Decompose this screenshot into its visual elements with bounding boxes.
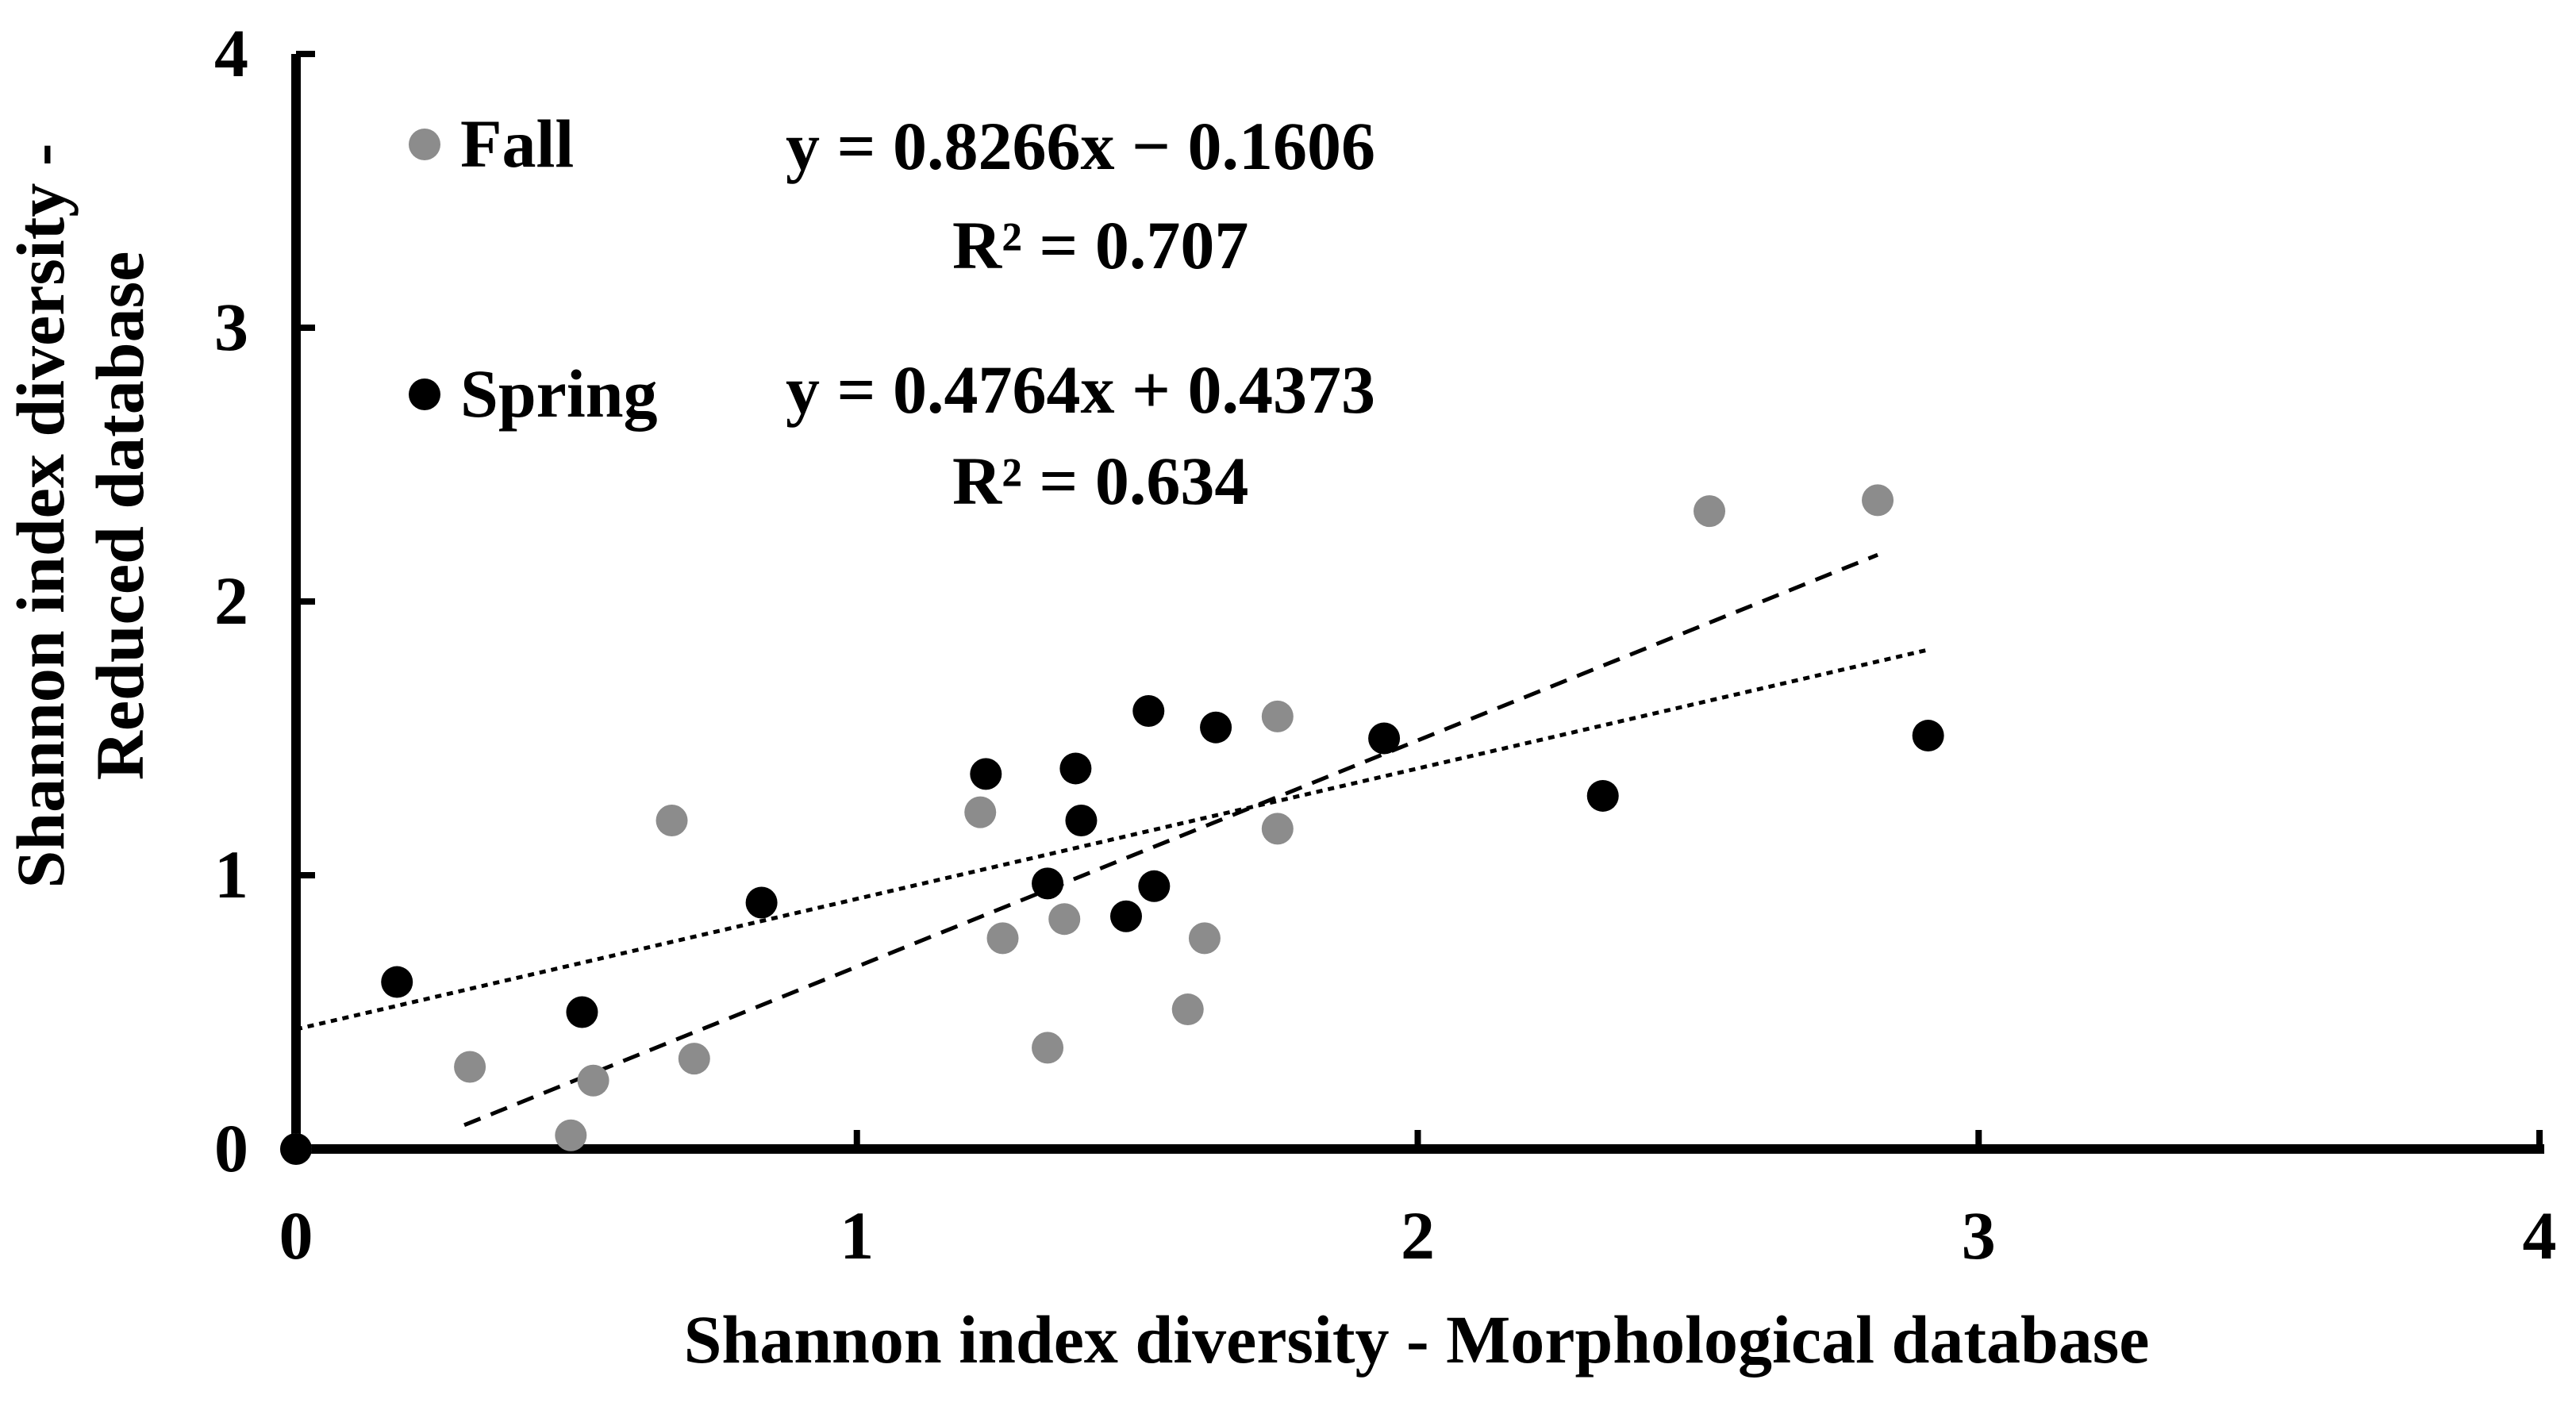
y-tick-label: 1	[214, 836, 248, 913]
point-fall	[1171, 993, 1204, 1026]
trendline-annotations: y = 0.8266x − 0.1606 R² = 0.707 y = 0.47…	[786, 108, 1375, 519]
point-fall	[1261, 813, 1294, 845]
y-tick-label: 0	[214, 1110, 248, 1186]
axes	[291, 51, 2544, 1154]
point-fall	[678, 1043, 710, 1075]
point-spring	[1912, 720, 1944, 752]
legend-label-spring: Spring	[460, 355, 658, 432]
point-spring	[1368, 722, 1401, 755]
point-fall	[1862, 484, 1894, 517]
spring-r2: R² = 0.634	[952, 443, 1248, 519]
point-fall	[1694, 495, 1726, 528]
point-spring	[280, 1133, 312, 1165]
x-tick-label: 2	[1401, 1197, 1435, 1274]
point-spring	[1032, 867, 1064, 900]
point-fall	[1032, 1032, 1064, 1064]
point-spring	[1065, 805, 1098, 836]
point-spring	[1586, 779, 1619, 812]
data-points	[280, 484, 1944, 1165]
point-fall	[1188, 922, 1221, 955]
tick-labels: 0 1 2 3 4 0 1 2 3 4	[214, 15, 2557, 1274]
legend-marker-spring	[409, 379, 440, 410]
point-spring	[1059, 752, 1092, 785]
point-spring	[1200, 711, 1232, 744]
x-tick-label: 4	[2523, 1197, 2557, 1274]
point-spring	[1109, 900, 1142, 932]
x-axis-title: Shannon index diversity - Morphological …	[684, 1301, 2150, 1378]
x-tick-label: 1	[840, 1197, 874, 1274]
fall-r2: R² = 0.707	[952, 207, 1248, 283]
point-fall	[964, 796, 997, 828]
point-spring	[1132, 695, 1165, 727]
point-fall	[986, 922, 1019, 955]
point-spring	[745, 886, 778, 919]
y-axis-title-line2: Reduced database	[82, 252, 158, 781]
point-fall	[656, 805, 688, 836]
point-spring	[566, 996, 598, 1028]
y-tick-label: 3	[214, 289, 248, 365]
legend-label-fall: Fall	[460, 106, 574, 182]
point-fall	[454, 1051, 486, 1083]
y-axis-title: Shannon index diversity - Reduced databa…	[2, 143, 158, 888]
point-fall	[555, 1119, 587, 1151]
point-fall	[1261, 700, 1294, 732]
y-tick-label: 4	[214, 15, 248, 91]
point-spring	[381, 966, 413, 998]
x-tick-label: 0	[279, 1197, 313, 1274]
spring-equation: y = 0.4764x + 0.4373	[786, 352, 1375, 428]
fall-equation: y = 0.8266x − 0.1606	[786, 108, 1375, 184]
point-spring	[1138, 870, 1171, 902]
trendline-fall	[463, 552, 1878, 1128]
point-fall	[577, 1064, 609, 1097]
point-spring	[970, 758, 1002, 790]
trendline-spring	[295, 648, 1929, 1032]
trendlines	[295, 552, 1929, 1128]
legend-marker-fall	[409, 129, 440, 160]
x-tick-label: 3	[1962, 1197, 1996, 1274]
y-tick-label: 2	[214, 563, 248, 639]
legend: Fall Spring	[409, 106, 658, 432]
point-fall	[1048, 903, 1081, 936]
y-axis-title-line1: Shannon index diversity -	[2, 143, 79, 888]
